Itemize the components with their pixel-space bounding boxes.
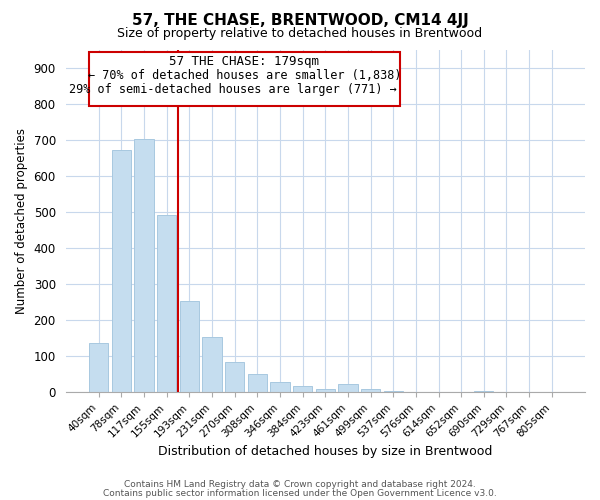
Text: Contains public sector information licensed under the Open Government Licence v3: Contains public sector information licen… bbox=[103, 488, 497, 498]
Bar bbox=[89, 343, 109, 392]
Text: 57 THE CHASE: 179sqm: 57 THE CHASE: 179sqm bbox=[169, 55, 319, 68]
Bar bbox=[248, 374, 267, 392]
Text: 57, THE CHASE, BRENTWOOD, CM14 4JJ: 57, THE CHASE, BRENTWOOD, CM14 4JJ bbox=[131, 12, 469, 28]
X-axis label: Distribution of detached houses by size in Brentwood: Distribution of detached houses by size … bbox=[158, 444, 493, 458]
Bar bbox=[180, 301, 199, 392]
Bar bbox=[112, 150, 131, 392]
Bar bbox=[361, 390, 380, 392]
Text: Size of property relative to detached houses in Brentwood: Size of property relative to detached ho… bbox=[118, 28, 482, 40]
Y-axis label: Number of detached properties: Number of detached properties bbox=[15, 128, 28, 314]
Text: 29% of semi-detached houses are larger (771) →: 29% of semi-detached houses are larger (… bbox=[69, 83, 397, 96]
Bar bbox=[474, 390, 493, 392]
Bar bbox=[316, 389, 335, 392]
FancyBboxPatch shape bbox=[89, 52, 400, 106]
Text: Contains HM Land Registry data © Crown copyright and database right 2024.: Contains HM Land Registry data © Crown c… bbox=[124, 480, 476, 489]
Bar bbox=[293, 386, 312, 392]
Text: ← 70% of detached houses are smaller (1,838): ← 70% of detached houses are smaller (1,… bbox=[88, 70, 401, 82]
Bar bbox=[338, 384, 358, 392]
Bar bbox=[157, 214, 176, 392]
Bar bbox=[134, 139, 154, 392]
Bar bbox=[271, 382, 290, 392]
Bar bbox=[225, 362, 244, 392]
Bar bbox=[202, 337, 221, 392]
